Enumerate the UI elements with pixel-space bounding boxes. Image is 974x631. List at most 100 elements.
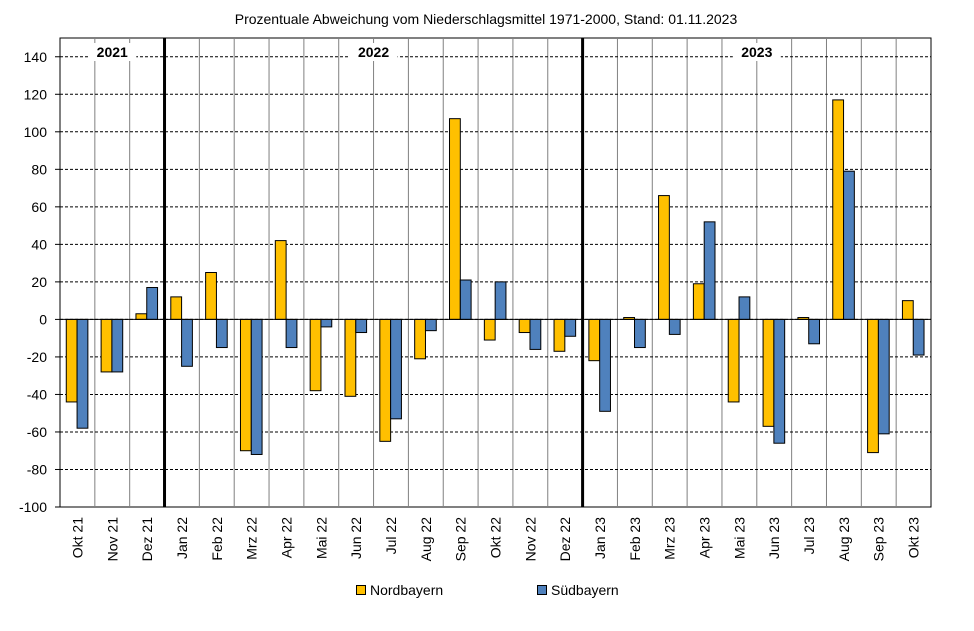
bar-nordbayern bbox=[553, 318, 566, 352]
bar-sdbayern bbox=[390, 318, 402, 420]
bar-sdbayern bbox=[773, 318, 786, 444]
y-tick-label: -60 bbox=[27, 424, 47, 440]
bar-sdbayern bbox=[668, 318, 681, 335]
bar-sdbayern bbox=[111, 318, 124, 373]
bars-layer bbox=[65, 99, 925, 455]
y-tick-label: 40 bbox=[31, 236, 47, 252]
y-tick-label: 0 bbox=[39, 311, 47, 327]
bar-nordbayern bbox=[727, 318, 740, 403]
x-tick-label: Mrz 22 bbox=[244, 517, 260, 560]
legend-swatch-suedbayern bbox=[537, 585, 547, 595]
bar-sdbayern bbox=[424, 318, 437, 332]
y-tick-label: -80 bbox=[27, 461, 47, 477]
bar-nordbayern bbox=[309, 318, 322, 392]
x-tick-label: Apr 22 bbox=[278, 517, 294, 558]
bar-nordbayern bbox=[100, 318, 113, 373]
bar-sdbayern bbox=[703, 221, 716, 320]
legend-item-suedbayern: Südbayern bbox=[537, 582, 619, 598]
x-tick-label: Feb 22 bbox=[209, 517, 225, 561]
x-tick-label: Nov 22 bbox=[522, 517, 538, 562]
bar-nordbayern bbox=[518, 318, 531, 334]
bar-sdbayern bbox=[285, 318, 298, 349]
y-tick-label: -40 bbox=[27, 386, 47, 402]
bar-sdbayern bbox=[912, 318, 925, 356]
bar-nordbayern bbox=[65, 318, 78, 403]
bar-sdbayern bbox=[215, 318, 228, 349]
bar-sdbayern bbox=[599, 318, 611, 412]
y-tick-label: 20 bbox=[31, 274, 47, 290]
legend-label-nordbayern: Nordbayern bbox=[370, 582, 444, 598]
bar-nordbayern bbox=[588, 318, 601, 362]
y-tick-label: -20 bbox=[27, 349, 47, 365]
year-label-group: 2022 bbox=[349, 43, 398, 61]
year-label-group: 2021 bbox=[88, 43, 137, 61]
x-tick-label: Okt 21 bbox=[69, 517, 85, 558]
bar-nordbayern bbox=[170, 296, 183, 320]
bar-nordbayern bbox=[483, 318, 496, 341]
bar-nordbayern bbox=[692, 283, 705, 320]
y-tick-label: 140 bbox=[24, 49, 48, 65]
x-tick-label: Jan 23 bbox=[592, 517, 608, 559]
x-tick-label: Okt 23 bbox=[906, 517, 922, 558]
x-tick-label: Nov 21 bbox=[104, 517, 120, 562]
y-tick-label: 80 bbox=[31, 161, 47, 177]
bar-nordbayern bbox=[379, 318, 392, 442]
axis-layer: -100 -80 -60 -40 -20 0 20 40 60 80 100 120 140 Okt 21… bbox=[19, 38, 931, 561]
x-tick-label: Feb 23 bbox=[627, 517, 643, 561]
chart-title: Prozentuale Abweichung vom Niederschlags… bbox=[235, 11, 738, 27]
x-tick-label: Dez 21 bbox=[139, 517, 155, 562]
bar-nordbayern bbox=[658, 195, 670, 320]
x-tick-label: Jul 22 bbox=[383, 517, 399, 555]
x-tick-label: Jun 22 bbox=[348, 517, 364, 559]
bar-sdbayern bbox=[494, 281, 507, 320]
y-tick-label: -100 bbox=[19, 499, 47, 515]
x-tick-label: Mrz 23 bbox=[662, 517, 678, 560]
year-label: 2023 bbox=[741, 44, 772, 60]
bar-sdbayern bbox=[843, 170, 855, 320]
bar-sdbayern bbox=[250, 318, 263, 455]
bar-sdbayern bbox=[320, 318, 333, 328]
bar-nordbayern bbox=[205, 272, 217, 320]
y-tick-label: 120 bbox=[24, 86, 48, 102]
bar-nordbayern bbox=[344, 318, 357, 397]
year-label: 2021 bbox=[97, 44, 128, 60]
legend-swatch-nordbayern bbox=[356, 585, 366, 595]
y-tick-label: 100 bbox=[24, 124, 48, 140]
bar-nordbayern bbox=[274, 240, 287, 320]
bar-nordbayern bbox=[762, 318, 775, 427]
x-tick-label: Mai 22 bbox=[313, 517, 329, 559]
x-tick-label: Jan 22 bbox=[174, 517, 190, 559]
bar-sdbayern bbox=[181, 318, 193, 367]
bar-sdbayern bbox=[529, 318, 542, 350]
x-tick-label: Aug 22 bbox=[418, 517, 434, 562]
bar-nordbayern bbox=[135, 313, 148, 320]
bar-sdbayern bbox=[738, 296, 751, 320]
x-tick-label: Aug 23 bbox=[836, 517, 852, 562]
year-label-group: 2023 bbox=[732, 43, 781, 61]
bar-sdbayern bbox=[146, 287, 159, 320]
x-tick-label: Jun 23 bbox=[766, 517, 782, 559]
legend-item-nordbayern: Nordbayern bbox=[356, 582, 443, 598]
year-label-background bbox=[732, 43, 781, 61]
bar-sdbayern bbox=[877, 318, 890, 435]
x-tick-label: Sep 23 bbox=[871, 517, 887, 562]
bar-nordbayern bbox=[449, 118, 461, 320]
x-tick-label: Sep 22 bbox=[453, 517, 469, 562]
plot-area bbox=[59, 37, 932, 508]
bar-nordbayern bbox=[901, 300, 914, 320]
x-tick-label: Mai 23 bbox=[731, 517, 747, 559]
x-tick-label: Apr 23 bbox=[697, 517, 713, 558]
x-tick-label: Okt 22 bbox=[488, 517, 504, 558]
year-label-background bbox=[88, 43, 137, 61]
bar-nordbayern bbox=[867, 318, 879, 454]
bar-sdbayern bbox=[459, 279, 472, 320]
year-label: 2022 bbox=[358, 44, 389, 60]
y-tick-label: 60 bbox=[31, 199, 47, 215]
bar-nordbayern bbox=[414, 318, 426, 360]
bar-sdbayern bbox=[76, 318, 89, 429]
x-tick-label: Jul 23 bbox=[801, 517, 817, 555]
legend-label-suedbayern: Südbayern bbox=[551, 582, 619, 598]
x-tick-label: Dez 22 bbox=[557, 517, 573, 562]
bar-sdbayern bbox=[634, 318, 646, 349]
